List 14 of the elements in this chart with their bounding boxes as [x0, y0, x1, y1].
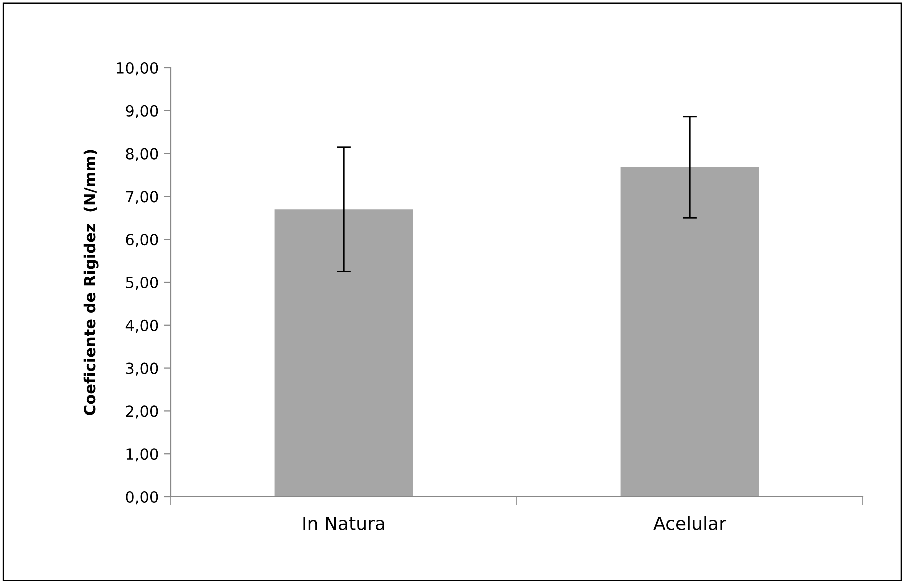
y-tick-label: 9,00 — [126, 105, 158, 118]
y-tick-label: 4,00 — [126, 320, 158, 333]
x-tick-label: Acelular — [654, 516, 727, 530]
y-tick-label: 2,00 — [126, 406, 158, 419]
y-tick-label: 0,00 — [126, 491, 158, 505]
y-tick-label: 3,00 — [126, 362, 158, 376]
x-tick-label: In Natura — [304, 517, 384, 530]
y-tick-label: 5,00 — [126, 276, 158, 290]
y-tick-label: 1,00 — [126, 448, 158, 462]
y-axis-title: Coeficiente de Rigidez (N/mm) — [84, 150, 99, 416]
y-tick-label: 7,00 — [126, 191, 158, 204]
y-tick-label: 8,00 — [126, 148, 158, 162]
y-tick-label: 6,00 — [126, 234, 158, 248]
y-tick-label: 10,00 — [117, 62, 158, 76]
